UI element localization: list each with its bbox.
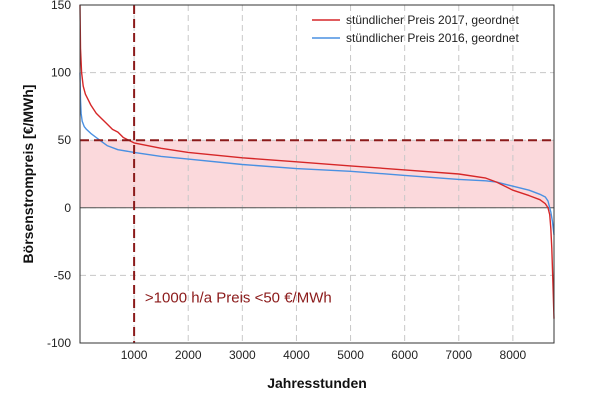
plot-frame (79, 4, 555, 344)
y-tick-label: 50 (58, 133, 72, 147)
x-tick-labels: 1000 2000 3000 4000 5000 6000 7000 8000 (121, 348, 527, 362)
y-tick-label: 0 (64, 201, 71, 215)
y-tick-label: -100 (47, 336, 71, 350)
x-tick-label: 3000 (229, 348, 256, 362)
x-tick-label: 4000 (283, 348, 310, 362)
x-tick-label: 1000 (121, 348, 148, 362)
y-tick-label: 150 (51, 0, 71, 12)
reference-lines-group (80, 5, 554, 343)
series-line-0 (79, 4, 555, 319)
legend: stündlicher Preis 2017, geordnet stündli… (312, 13, 519, 45)
series-group (79, 4, 555, 319)
annotation-text: >1000 h/a Preis <50 €/MWh (145, 289, 332, 306)
x-axis-title: Jahresstunden (267, 375, 367, 391)
x-tick-label: 5000 (337, 348, 364, 362)
legend-label-2016: stündlicher Preis 2016, geordnet (346, 31, 519, 45)
x-tick-label: 2000 (175, 348, 202, 362)
x-tick-label: 8000 (500, 348, 527, 362)
y-tick-labels: -100 -50 0 50 100 150 (47, 0, 71, 350)
y-tick-label: -50 (54, 268, 72, 282)
y-tick-label: 100 (51, 66, 71, 80)
low-price-shaded-region (80, 140, 554, 208)
x-tick-label: 7000 (445, 348, 472, 362)
series-line-1 (79, 72, 555, 235)
y-axis-title: Börsenstrompreis [€/MWh] (20, 85, 36, 264)
legend-label-2017: stündlicher Preis 2017, geordnet (346, 13, 519, 27)
x-tick-label: 6000 (391, 348, 418, 362)
